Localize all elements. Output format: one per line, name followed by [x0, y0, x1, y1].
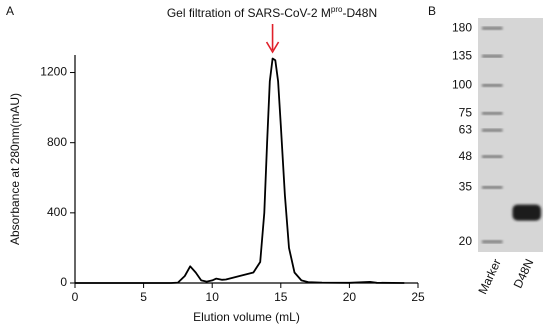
x-tick-label: 5 — [140, 290, 147, 304]
annotation-arrowhead — [265, 41, 280, 54]
protein-band — [512, 204, 541, 221]
panel-label: A — [6, 4, 14, 18]
ladder-band — [482, 128, 503, 132]
lane-label: D48N — [511, 257, 537, 291]
ladder-band — [482, 83, 503, 87]
marker-label: 48 — [459, 149, 473, 163]
title-part: -D48N — [342, 6, 377, 20]
marker-label: 63 — [459, 122, 473, 136]
title-part: Gel filtration of SARS-CoV-2 M — [167, 6, 331, 20]
ladder-band — [482, 54, 503, 58]
y-axis-title: Absorbance at 280nm(mAU) — [8, 93, 22, 245]
panel-label: B — [428, 4, 436, 18]
x-tick-label: 10 — [206, 290, 220, 304]
x-axis-title: Elution volume (mL) — [193, 310, 300, 324]
ladder-band — [482, 240, 503, 244]
marker-label: 75 — [459, 105, 473, 119]
ladder-band — [482, 111, 503, 115]
marker-label: 100 — [452, 78, 472, 92]
marker-label: 35 — [459, 180, 473, 194]
ladder-band — [482, 155, 503, 159]
x-tick-label: 20 — [343, 290, 357, 304]
y-tick-label: 400 — [47, 205, 67, 219]
y-tick-label: 800 — [47, 135, 67, 149]
y-tick-label: 1200 — [40, 65, 67, 79]
marker-label: 20 — [459, 234, 473, 248]
x-tick-label: 15 — [274, 290, 288, 304]
lane-label: Marker — [475, 257, 503, 297]
chromatogram-line — [75, 57, 405, 284]
ladder-band — [482, 26, 503, 30]
x-tick-label: 25 — [411, 290, 425, 304]
marker-label: 180 — [452, 20, 472, 34]
title-part: pro — [331, 5, 343, 14]
marker-label: 135 — [452, 48, 472, 62]
chart-title: Gel filtration of SARS-CoV-2 Mpro-D48N — [167, 5, 377, 21]
x-tick-label: 0 — [72, 290, 79, 304]
ladder-band — [482, 185, 503, 189]
y-tick-label: 0 — [60, 275, 67, 289]
